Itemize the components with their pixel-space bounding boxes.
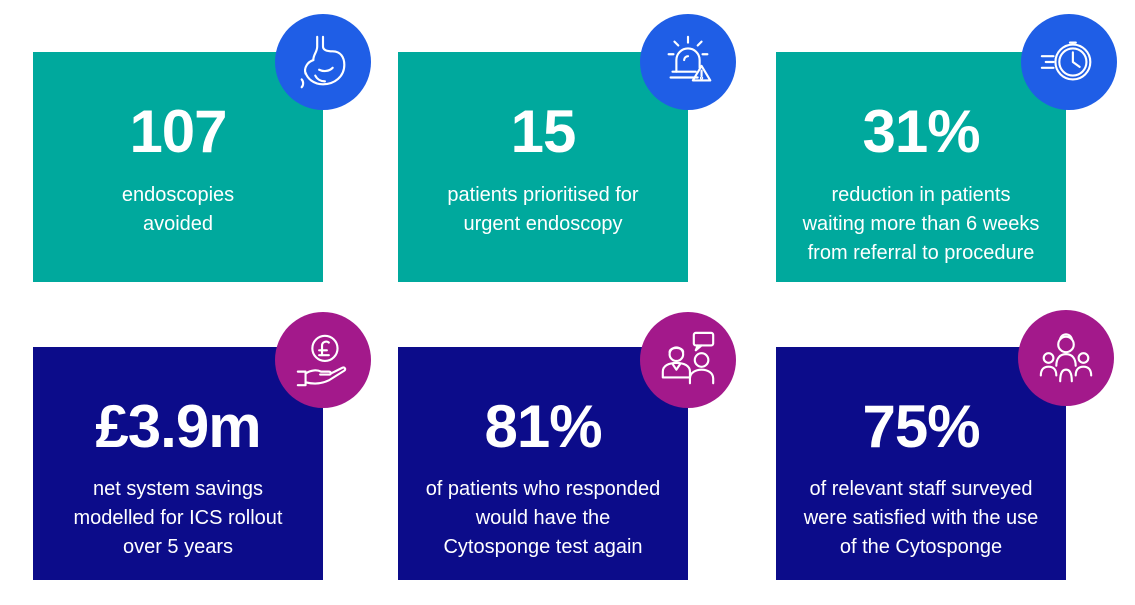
stat-card-waiting-reduction: 31% reduction in patients waiting more t… — [776, 52, 1066, 282]
stat-card-patients-would-repeat: 81% of patients who responded would have… — [398, 347, 688, 580]
desc-line: over 5 years — [122, 536, 234, 558]
desc-line: of the Cytosponge — [839, 536, 1003, 558]
stat-card-net-savings: £3.9m net system savings modelled for IC… — [33, 347, 323, 580]
pound-coin-hand-icon-badge — [275, 312, 371, 408]
stat-value: £3.9m — [95, 393, 261, 460]
stat-card-patients-prioritised: 15 patients prioritised for urgent endos… — [398, 52, 688, 282]
stomach-icon-badge — [275, 14, 371, 110]
desc-line: modelled for ICS rollout — [73, 507, 283, 529]
desc-line: patients prioritised for — [447, 184, 639, 206]
stat-value: 107 — [129, 98, 227, 165]
staff-group-icon — [1039, 333, 1093, 383]
desc-line: were satisfied with the use — [803, 507, 1039, 529]
stat-value: 81% — [484, 393, 602, 460]
stat-description: endoscopies avoided — [43, 181, 313, 239]
desc-line: waiting more than 6 weeks — [802, 213, 1040, 235]
desc-line: avoided — [142, 213, 214, 235]
stat-card-staff-satisfied: 75% of relevant staff surveyed were sati… — [776, 347, 1066, 580]
desc-line: Cytosponge test again — [443, 536, 643, 558]
doctor-patient-chat-icon-badge — [640, 312, 736, 408]
stat-description: of relevant staff surveyed were satisfie… — [786, 475, 1056, 562]
doctor-patient-chat-icon — [661, 331, 715, 385]
staff-group-icon-badge — [1018, 310, 1114, 406]
desc-line: of relevant staff surveyed — [809, 478, 1033, 500]
fast-clock-icon — [1040, 41, 1092, 81]
stat-card-endoscopies-avoided: 107 endoscopies avoided — [33, 52, 323, 282]
alert-siren-icon-badge — [640, 14, 736, 110]
desc-line: of patients who responded — [425, 478, 661, 500]
stat-description: patients prioritised for urgent endoscop… — [408, 181, 678, 239]
fast-clock-icon-badge — [1021, 14, 1117, 110]
stomach-icon — [300, 35, 346, 89]
stat-value: 15 — [510, 98, 577, 165]
stat-description: net system savings modelled for ICS roll… — [43, 475, 313, 562]
alert-siren-icon — [667, 35, 712, 82]
desc-line: from referral to procedure — [807, 242, 1035, 264]
pound-coin-hand-icon — [296, 334, 347, 387]
stat-description: of patients who responded would have the… — [408, 475, 678, 562]
desc-line: net system savings — [92, 478, 264, 500]
desc-line: would have the — [475, 507, 611, 529]
stat-description: reduction in patients waiting more than … — [786, 181, 1056, 268]
stat-value: 75% — [862, 393, 980, 460]
desc-line: urgent endoscopy — [463, 213, 623, 235]
desc-line: reduction in patients — [831, 184, 1011, 206]
desc-line: endoscopies — [121, 184, 235, 206]
stat-value: 31% — [862, 98, 980, 165]
